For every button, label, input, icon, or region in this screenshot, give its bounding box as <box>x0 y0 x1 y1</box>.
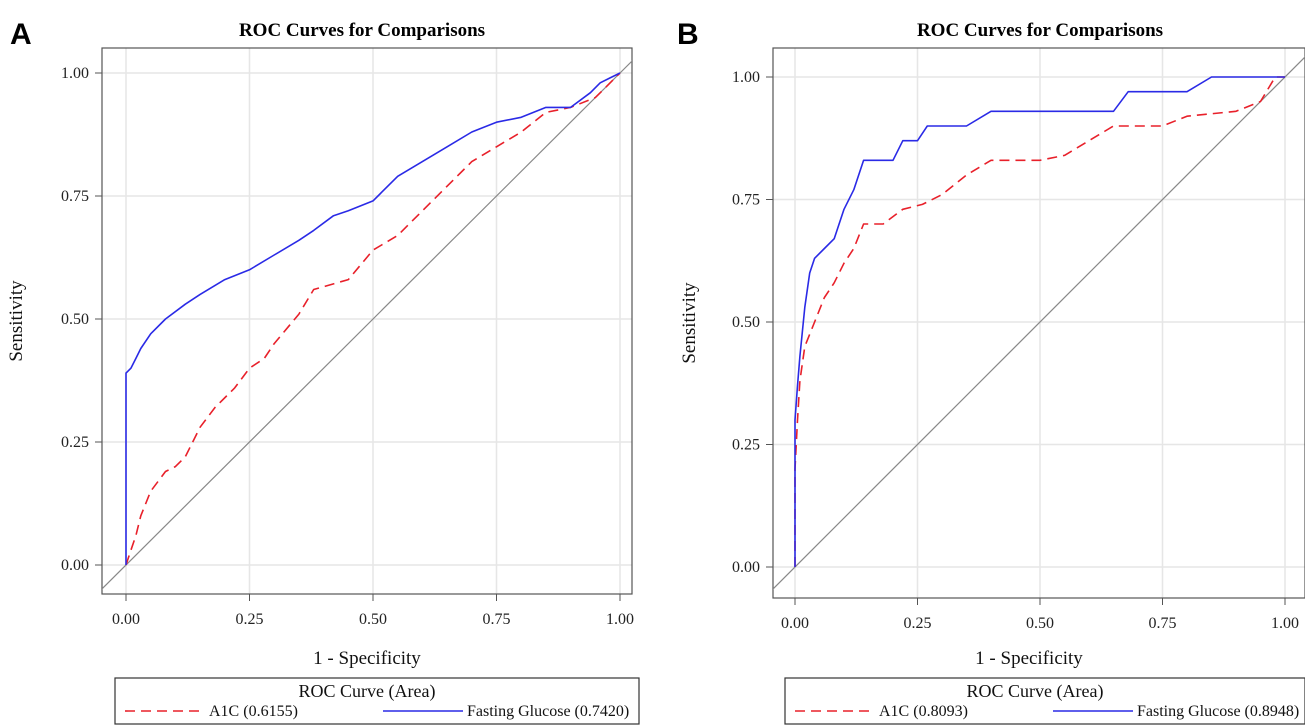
legend: ROC Curve (Area)A1C (0.8093) Fasting Gluc… <box>784 677 1305 725</box>
series-line-fasting-glucose <box>794 76 1285 567</box>
plot-area <box>773 56 1305 590</box>
x-tick-label: 0.00 <box>781 615 809 632</box>
y-tick-label: 1.00 <box>61 65 89 82</box>
x-tick-label: 0.50 <box>359 611 387 628</box>
plot-area <box>102 60 632 590</box>
x-tick-label: 0.50 <box>1026 615 1054 632</box>
reference-diagonal-line <box>773 56 1305 590</box>
reference-diagonal-line <box>102 60 632 590</box>
legend-series-name: Fasting Glucose <box>467 703 575 720</box>
chart-title: ROC Curves for Comparisons <box>239 20 485 41</box>
y-axis-label: Sensitivity <box>679 282 700 364</box>
series-line-fasting-glucose <box>125 72 621 565</box>
legend-entry-label: A1C (0.8093) <box>879 703 968 720</box>
x-axis-label: 1 - Specificity <box>313 648 421 669</box>
plot-frame <box>101 47 633 595</box>
legend-box <box>114 677 640 725</box>
legend-series-area: (0.8948) <box>1245 703 1300 720</box>
x-tick-label: 0.00 <box>112 611 140 628</box>
series-line-a1c <box>794 76 1285 567</box>
legend-entry-label: Fasting Glucose (0.8948) <box>1137 703 1299 720</box>
y-tick-label: 0.00 <box>61 557 89 574</box>
x-tick-label: 0.75 <box>1149 615 1177 632</box>
y-tick-label: 0.50 <box>61 311 89 328</box>
legend-series-name: A1C <box>879 703 913 720</box>
y-tick-label: 1.00 <box>732 69 760 86</box>
y-axis-label: Sensitivity <box>6 280 27 362</box>
x-axis-label: 1 - Specificity <box>975 648 1083 669</box>
y-tick-label: 0.25 <box>61 434 89 451</box>
chart-title: ROC Curves for Comparisons <box>917 20 1163 41</box>
legend-entry-label: A1C (0.6155) <box>209 703 298 720</box>
y-tick-label: 0.75 <box>732 192 760 209</box>
legend-series-area: (0.6155) <box>243 703 298 720</box>
y-tick-label: 0.75 <box>61 188 89 205</box>
legend-series-name: Fasting Glucose <box>1137 703 1245 720</box>
series-line-a1c <box>125 72 621 566</box>
panel-letter: B <box>677 18 699 51</box>
x-tick-label: 0.75 <box>483 611 511 628</box>
y-tick-label: 0.00 <box>732 559 760 576</box>
y-tick-label: 0.50 <box>732 314 760 331</box>
x-tick-label: 1.00 <box>1271 615 1299 632</box>
plot-frame <box>772 47 1305 599</box>
legend-title: ROC Curve (Area) <box>967 681 1104 702</box>
panel-b: B ROC Curves for Comparisons 0.00 0.25 0.50 0… <box>677 18 1305 725</box>
legend-title: ROC Curve (Area) <box>299 681 436 702</box>
y-tick-label: 0.25 <box>732 437 760 454</box>
legend-series-area: (0.8093) <box>913 703 968 720</box>
x-tick-label: 1.00 <box>606 611 634 628</box>
x-tick-label: 0.25 <box>236 611 264 628</box>
legend-series-name: A1C <box>209 703 243 720</box>
panel-letter: A <box>10 18 32 51</box>
legend-series-area: (0.7420) <box>575 703 630 720</box>
x-tick-label: 0.25 <box>904 615 932 632</box>
panel-a: A ROC Curves for Comparisons 0.00 0.25 0.50 0… <box>6 18 640 725</box>
legend-box <box>784 677 1305 725</box>
legend-entry-label: Fasting Glucose (0.7420) <box>467 703 629 720</box>
legend: ROC Curve (Area)A1C (0.6155) Fasting Gluc… <box>114 677 640 725</box>
